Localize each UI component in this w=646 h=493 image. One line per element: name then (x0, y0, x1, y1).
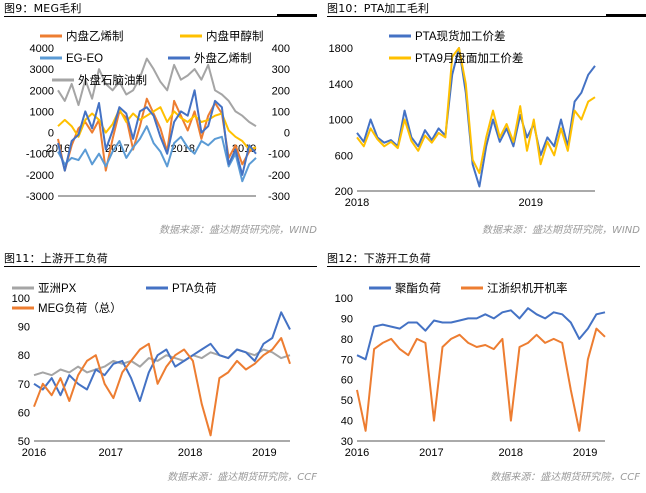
y-tick-label: 90 (18, 322, 30, 334)
y-tick-label: 50 (341, 395, 353, 407)
y-right-tick-label: 400 (272, 43, 290, 55)
panel-upstream-load: 图11：上游开工负荷 100 90 80 70 60 50 2016 2017 2018 2019… (0, 250, 323, 493)
x-tick-label: 2018 (499, 447, 523, 459)
y-tick-label: -1000 (26, 149, 54, 161)
y-right-tick-label: 300 (272, 64, 290, 76)
legend-label: PTA9月盘面加工价差 (415, 51, 523, 65)
title-rule (327, 266, 640, 267)
title-rule-accent (606, 14, 646, 17)
y-tick-label: 80 (341, 334, 353, 346)
y-right-tick-label: -200 (268, 170, 290, 182)
y-tick-label: 0 (48, 128, 54, 140)
source-note: 数据来源：盛达期货研究院，CCF (490, 472, 640, 483)
series-line (356, 47, 596, 175)
source-note: 数据来源：盛达期货研究院，CCF (167, 472, 317, 483)
y-tick-label: 600 (335, 150, 353, 162)
y-right-tick-label: -300 (268, 191, 290, 203)
x-tick-label: 2018 (178, 447, 202, 459)
legend-label: 江浙织机开机率 (487, 281, 568, 295)
y-right-tick-label: 0 (284, 128, 290, 140)
series-line (33, 337, 291, 437)
legend-label: 内盘甲醇制 (206, 29, 264, 43)
y-tick-label: 80 (18, 350, 30, 362)
title-rule (4, 16, 317, 17)
legend-label: PTA现货加工价差 (415, 29, 506, 43)
y-tick-label: 70 (341, 354, 353, 366)
legend-label: 内盘乙烯制 (66, 29, 124, 43)
source-note: 数据来源：盛达期货研究院，WIND (481, 225, 640, 236)
y-tick-label: 1000 (30, 106, 54, 118)
title-rule (327, 16, 640, 17)
y-right-tick-label: -100 (268, 149, 290, 161)
y-tick-label: 100 (12, 293, 30, 305)
title-rule (4, 266, 317, 267)
panel-title: 图12：下游开工负荷 (327, 252, 431, 265)
panel-meg-margin: 图9：MEG毛利 4000 3000 2000 1000 0 -1000 -2000 -300… (0, 0, 323, 243)
panel-pta-margin: 图10：PTA加工毛利 1800 1400 1000 600 200 2018 2019 PT… (323, 0, 646, 243)
panel-title: 图10：PTA加工毛利 (327, 2, 430, 15)
source-note: 数据来源：盛达期货研究院，WIND (158, 225, 317, 236)
y-tick-label: 60 (341, 375, 353, 387)
y-tick-label: -3000 (26, 191, 54, 203)
y-tick-label: -2000 (26, 170, 54, 182)
y-tick-label: 90 (341, 313, 353, 325)
y-tick-label: 3000 (30, 64, 54, 76)
x-tick-label: 2019 (252, 447, 276, 459)
y-tick-label: 40 (341, 416, 353, 428)
legend-label: 聚酯负荷 (395, 281, 441, 295)
series-line (57, 125, 257, 183)
legend-label: MEG负荷（总） (38, 301, 122, 315)
title-rule-accent (277, 14, 317, 17)
y-tick-label: 4000 (30, 43, 54, 55)
series-line (356, 327, 606, 432)
y-tick-label: 1000 (329, 115, 353, 127)
y-tick-label: 70 (18, 379, 30, 391)
panel-title: 图11：上游开工负荷 (4, 252, 108, 265)
legend-label: 亚洲PX (38, 282, 77, 295)
series-line (57, 89, 257, 176)
legend-label: 外盘乙烯制 (194, 51, 252, 65)
panel-title: 图9：MEG毛利 (4, 2, 82, 15)
x-tick-label: 2016 (345, 447, 369, 459)
x-tick-label: 2016 (22, 447, 46, 459)
y-tick-label: 1400 (329, 79, 353, 91)
series-line (356, 307, 606, 361)
y-tick-label: 1800 (329, 43, 353, 55)
y-tick-label: 60 (18, 407, 30, 419)
x-tick-label: 2017 (99, 447, 123, 459)
y-tick-label: 100 (335, 293, 353, 305)
x-tick-label: 2019 (573, 447, 597, 459)
panel-downstream-load: 图12：下游开工负荷 100 90 80 70 60 50 40 30 2016 2017 2018… (323, 250, 646, 493)
x-tick-label: 2018 (345, 197, 369, 209)
series-line (356, 47, 596, 188)
chart-meg-margin: 40003000200010000-1000-2000-300040030020… (26, 29, 290, 203)
y-tick-label: 2000 (30, 85, 54, 97)
series-line (57, 57, 257, 128)
legend-label: PTA负荷 (172, 281, 217, 295)
legend-label: 外盘石脑油制 (78, 73, 147, 87)
y-right-tick-label: 200 (272, 85, 290, 97)
series-line (33, 311, 291, 402)
y-tick-label: 50 (18, 436, 30, 448)
x-tick-label: 2018 (170, 143, 194, 155)
y-tick-label: 200 (335, 186, 353, 198)
legend-label: EG-EO (66, 53, 103, 65)
x-tick-label: 2017 (419, 447, 443, 459)
y-tick-label: 30 (341, 436, 353, 448)
y-right-tick-label: 100 (272, 106, 290, 118)
x-tick-label: 2016 (46, 143, 70, 155)
x-tick-label: 2019 (518, 197, 542, 209)
